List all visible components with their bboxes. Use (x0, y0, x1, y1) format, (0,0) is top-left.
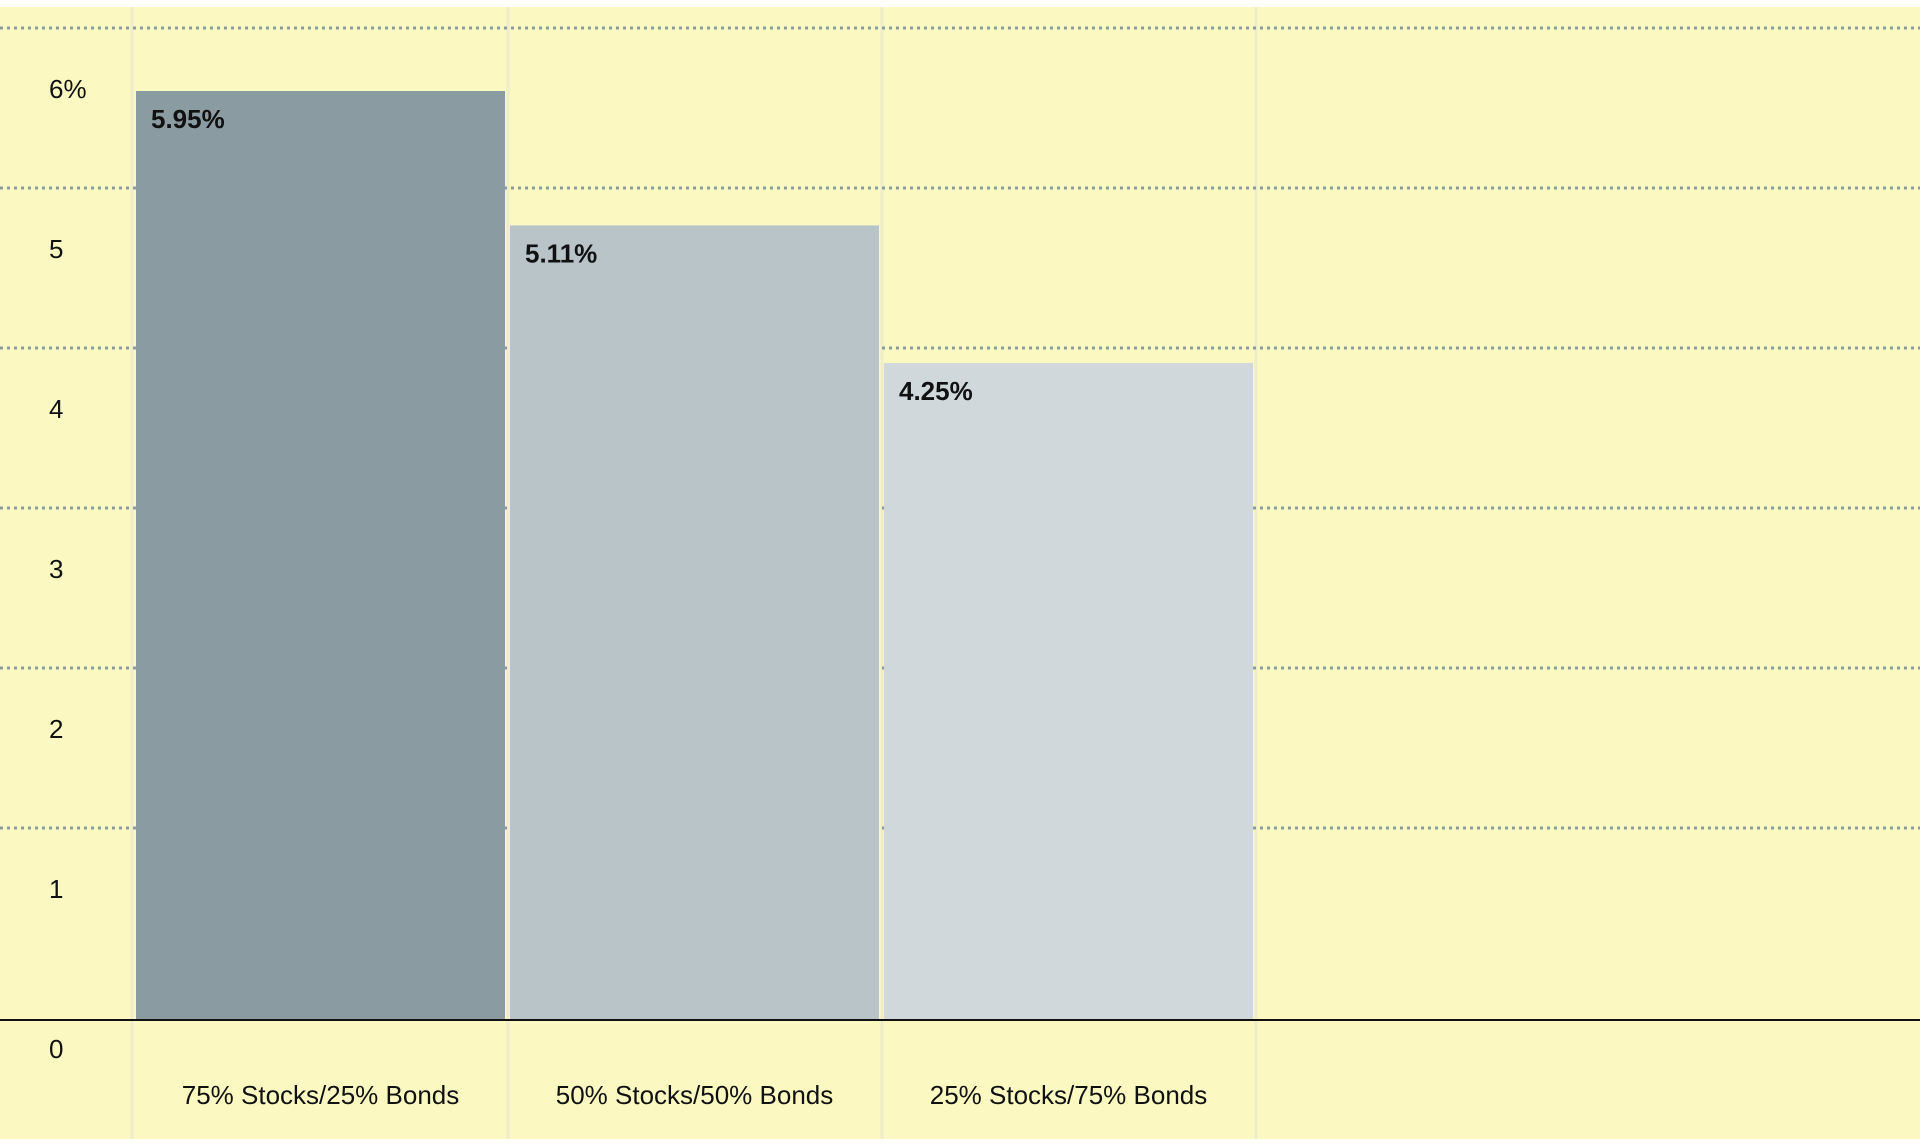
data-label: 5.11% (525, 238, 597, 268)
data-label: 4.25% (899, 376, 973, 406)
column-separators (130, 7, 1258, 1139)
x-tick-label: 25% Stocks/75% Bonds (930, 1080, 1208, 1110)
bar (884, 363, 1253, 1020)
y-tick-label: 2 (49, 714, 63, 744)
data-label: 5.95% (151, 104, 225, 134)
bar (136, 91, 505, 1020)
x-axis-tick-labels: 75% Stocks/25% Bonds 50% Stocks/50% Bonds… (182, 1080, 1208, 1110)
bar (510, 225, 879, 1020)
data-labels: 5.95% 5.11% 4.25% (151, 104, 973, 406)
y-axis-tick-labels: 0 1 2 3 4 5 6% (49, 74, 87, 1064)
y-tick-label: 0 (49, 1034, 63, 1064)
bars (136, 91, 1253, 1020)
y-tick-label: 1 (49, 874, 63, 904)
x-tick-label: 75% Stocks/25% Bonds (182, 1080, 460, 1110)
y-tick-label: 6% (49, 74, 87, 104)
x-tick-label: 50% Stocks/50% Bonds (556, 1080, 834, 1110)
y-tick-label: 5 (49, 234, 63, 264)
y-tick-label: 3 (49, 554, 63, 584)
y-tick-label: 4 (49, 394, 63, 424)
